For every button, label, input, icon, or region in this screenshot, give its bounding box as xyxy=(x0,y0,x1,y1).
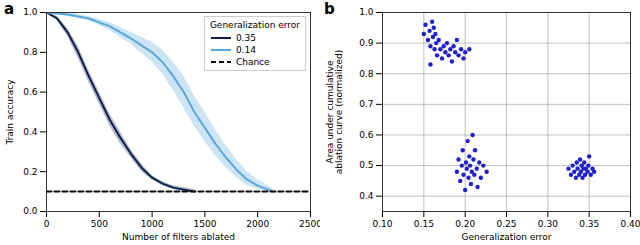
svg-text:0.9: 0.9 xyxy=(359,38,374,48)
svg-text:Area under cumulativeablation: Area under cumulativeablation curve (nor… xyxy=(325,50,344,174)
svg-text:Generalization error: Generalization error xyxy=(461,232,551,242)
svg-text:0.2: 0.2 xyxy=(23,167,37,177)
svg-text:1.0: 1.0 xyxy=(359,7,374,17)
svg-text:0.4: 0.4 xyxy=(359,191,374,201)
svg-text:0.7: 0.7 xyxy=(359,99,373,109)
html-text:a: a xyxy=(4,0,15,18)
svg-text:0.15: 0.15 xyxy=(414,219,434,229)
svg-text:500: 500 xyxy=(91,219,108,229)
html-text:b: b xyxy=(324,0,335,18)
svg-text:Number of filters ablated: Number of filters ablated xyxy=(122,232,235,242)
html-text:0.14: 0.14 xyxy=(235,45,256,55)
svg-text:1.0: 1.0 xyxy=(23,7,38,17)
svg-text:0.10: 0.10 xyxy=(372,219,392,229)
svg-text:0.6: 0.6 xyxy=(359,130,374,140)
svg-text:0: 0 xyxy=(44,219,50,229)
svg-text:0.30: 0.30 xyxy=(538,219,558,229)
svg-text:Train accuracy: Train accuracy xyxy=(5,79,15,146)
html-text:Generalization error: Generalization error xyxy=(209,20,300,30)
svg-text:0.40: 0.40 xyxy=(620,219,640,229)
svg-text:0.8: 0.8 xyxy=(23,47,38,57)
svg-text:1000: 1000 xyxy=(141,219,164,229)
html-text:Chance: Chance xyxy=(235,57,270,67)
svg-text:0.4: 0.4 xyxy=(23,127,38,137)
svg-text:0.0: 0.0 xyxy=(23,206,38,216)
svg-text:0.5: 0.5 xyxy=(359,160,373,170)
svg-text:0.8: 0.8 xyxy=(359,69,374,79)
svg-text:1500: 1500 xyxy=(193,219,216,229)
svg-text:0.6: 0.6 xyxy=(23,87,38,97)
svg-text:2500: 2500 xyxy=(299,219,320,229)
svg-text:2000: 2000 xyxy=(246,219,269,229)
html-text:0.35: 0.35 xyxy=(235,33,256,43)
svg-text:0.25: 0.25 xyxy=(496,219,516,229)
svg-text:0.35: 0.35 xyxy=(579,219,599,229)
svg-text:0.20: 0.20 xyxy=(455,219,475,229)
